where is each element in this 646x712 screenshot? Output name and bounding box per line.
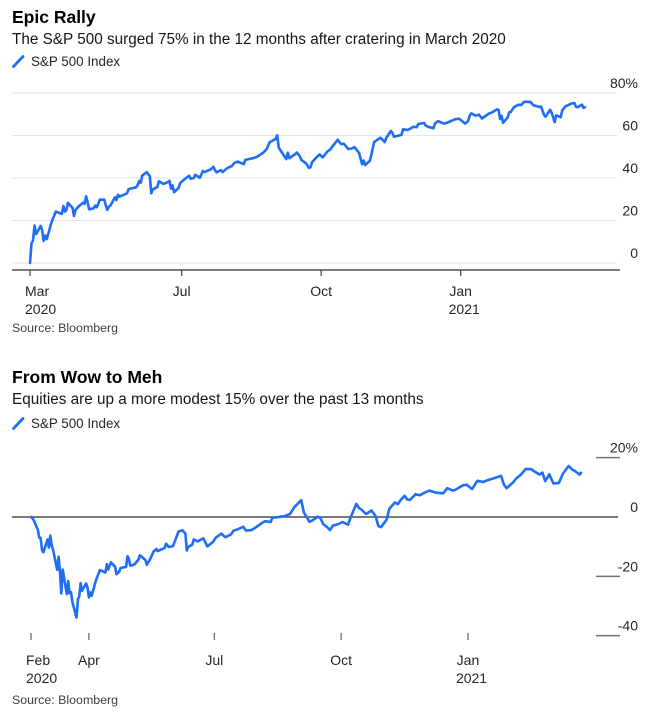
line-series-slash-icon bbox=[12, 55, 25, 68]
svg-text:-40: -40 bbox=[618, 618, 638, 634]
chart2-legend: S&P 500 Index bbox=[11, 415, 120, 432]
svg-text:20%: 20% bbox=[610, 440, 638, 456]
chart1-legend: S&P 500 Index bbox=[11, 53, 120, 70]
svg-text:Oct: Oct bbox=[310, 283, 332, 299]
svg-text:20: 20 bbox=[622, 203, 638, 219]
svg-text:-20: -20 bbox=[618, 558, 638, 574]
chart1-legend-label: S&P 500 Index bbox=[31, 54, 121, 69]
svg-text:Jan: Jan bbox=[449, 283, 472, 299]
chart2-source-credit: Source: Bloomberg bbox=[12, 693, 119, 707]
chart1-subtitle: The S&P 500 surged 75% in the 12 months … bbox=[12, 31, 506, 48]
chart1-title: Epic Rally bbox=[12, 7, 96, 27]
svg-text:2021: 2021 bbox=[449, 301, 480, 317]
chart1-source-credit: Source: Bloomberg bbox=[12, 321, 119, 335]
svg-text:Jul: Jul bbox=[173, 283, 191, 299]
svg-text:Feb: Feb bbox=[26, 652, 50, 668]
chart2-title: From Wow to Meh bbox=[12, 367, 163, 387]
chart2-legend-label: S&P 500 Index bbox=[31, 416, 121, 431]
svg-text:80%: 80% bbox=[610, 75, 638, 91]
svg-text:60: 60 bbox=[622, 118, 638, 134]
chart1-sp500-line-chart: 0 20 40 60 80% Mar 2020 Jul Oct Jan 2021 bbox=[12, 75, 638, 317]
line-series-slash-icon bbox=[12, 417, 25, 430]
svg-text:0: 0 bbox=[630, 499, 638, 515]
svg-text:2020: 2020 bbox=[25, 301, 56, 317]
svg-text:2020: 2020 bbox=[26, 670, 57, 686]
chart2-sp500-line-chart: -40 -20 0 20% Feb 2020 Apr Jul Oct Jan 2021 bbox=[12, 440, 638, 686]
svg-text:Jan: Jan bbox=[457, 652, 480, 668]
svg-text:40: 40 bbox=[622, 160, 638, 176]
svg-text:0: 0 bbox=[630, 245, 638, 261]
svg-text:Oct: Oct bbox=[330, 652, 352, 668]
chart2-subtitle: Equities are up a more modest 15% over t… bbox=[12, 391, 424, 408]
svg-text:Jul: Jul bbox=[205, 652, 223, 668]
svg-text:2021: 2021 bbox=[456, 670, 487, 686]
svg-text:Apr: Apr bbox=[78, 652, 100, 668]
svg-text:Mar: Mar bbox=[25, 283, 49, 299]
